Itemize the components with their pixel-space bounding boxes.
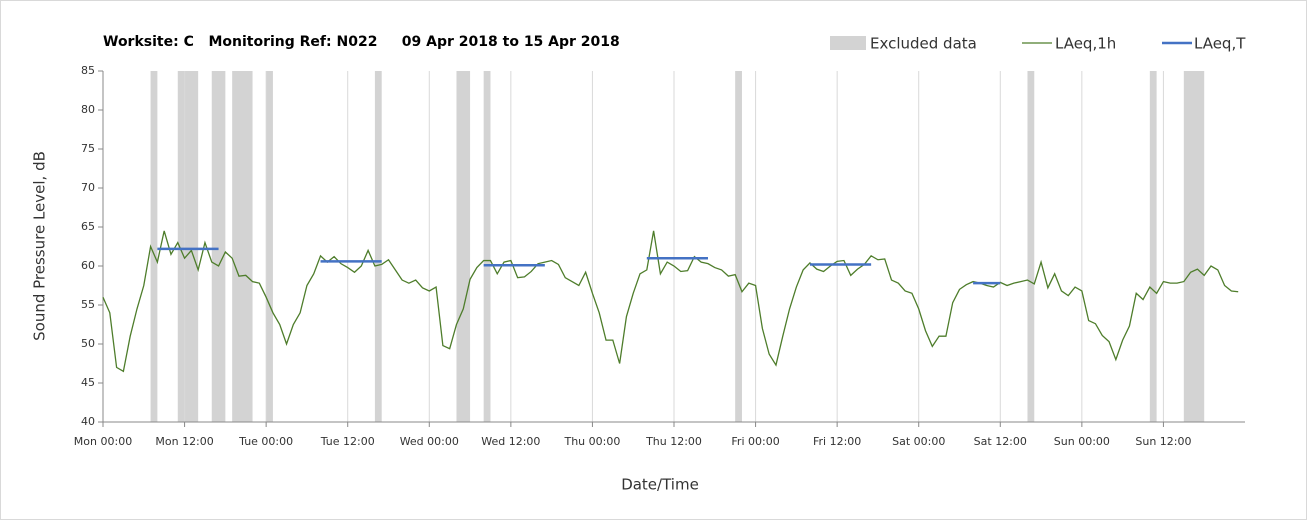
y-tick-label: 75	[81, 142, 95, 155]
y-tick-label: 40	[81, 415, 95, 428]
x-tick-label: Fri 00:00	[731, 435, 779, 448]
x-tick-label: Tue 12:00	[320, 435, 375, 448]
legend-label: LAeq,T	[1194, 35, 1246, 53]
y-tick-label: 45	[81, 376, 95, 389]
y-axis-title: Sound Pressure Level, dB	[31, 151, 49, 341]
x-tick-label: Mon 00:00	[74, 435, 132, 448]
y-tick-label: 55	[81, 298, 95, 311]
x-tick-label: Thu 00:00	[563, 435, 620, 448]
y-tick-label: 65	[81, 220, 95, 233]
x-tick-label: Sun 00:00	[1054, 435, 1110, 448]
excluded-band	[483, 71, 491, 422]
x-tick-label: Sun 12:00	[1135, 435, 1191, 448]
excluded-band	[374, 71, 382, 422]
excluded-band	[735, 71, 742, 422]
x-tick-label: Sat 00:00	[892, 435, 945, 448]
y-tick-label: 60	[81, 259, 95, 272]
x-tick-label: Mon 12:00	[155, 435, 213, 448]
x-tick-label: Wed 00:00	[400, 435, 459, 448]
y-tick-label: 70	[81, 181, 95, 194]
legend-label: LAeq,1h	[1055, 35, 1116, 53]
excluded-band	[456, 71, 471, 422]
excluded-band	[211, 71, 226, 422]
legend-swatch	[830, 36, 866, 50]
x-axis-title: Date/Time	[621, 476, 699, 494]
excluded-band	[1027, 71, 1035, 422]
excluded-band	[177, 71, 199, 422]
y-tick-label: 85	[81, 64, 95, 77]
excluded-band	[266, 71, 273, 422]
x-tick-label: Fri 12:00	[813, 435, 861, 448]
data-line	[102, 230, 1239, 373]
x-tick-label: Tue 00:00	[238, 435, 293, 448]
excluded-band	[150, 71, 158, 422]
y-tick-label: 80	[81, 103, 95, 116]
x-tick-label: Wed 12:00	[481, 435, 540, 448]
x-tick-label: Thu 12:00	[645, 435, 702, 448]
excluded-band	[1149, 71, 1157, 422]
chart-title: Worksite: C Monitoring Ref: N022 09 Apr …	[103, 34, 620, 50]
y-tick-label: 50	[81, 337, 95, 350]
excluded-band	[1183, 71, 1205, 422]
x-tick-label: Sat 12:00	[974, 435, 1027, 448]
excluded-band	[232, 71, 253, 422]
legend-label: Excluded data	[870, 35, 977, 53]
